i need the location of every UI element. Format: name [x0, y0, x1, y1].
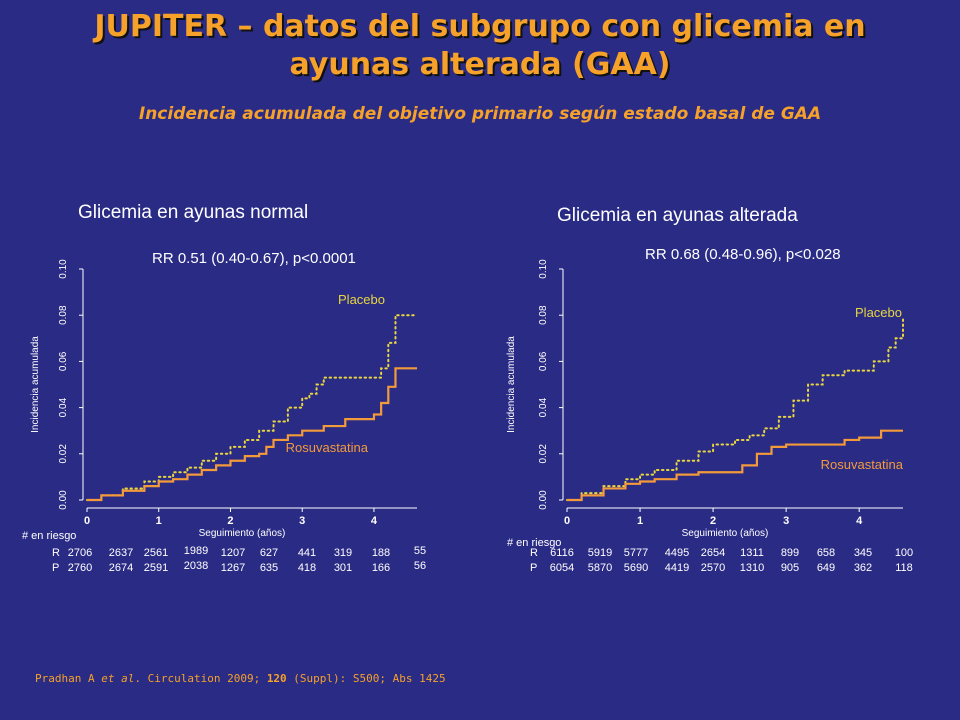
- chart-1-risk-value: 5690: [623, 562, 649, 574]
- chart-0-x-tick-label: 1: [156, 515, 162, 527]
- chart-1-risk-value: 4419: [664, 562, 690, 574]
- chart-1-risk-value: 658: [816, 547, 836, 559]
- chart-1-risk-row-label: P: [530, 562, 538, 574]
- chart-1-series-rosuvastatina: [567, 429, 903, 502]
- chart-0-x-tick-label: 3: [299, 515, 305, 527]
- chart-1-risk-value: 5777: [623, 547, 649, 559]
- chart-0-risk-header: # en riesgo: [22, 530, 77, 542]
- chart-0-risk-value: 2760: [67, 562, 93, 574]
- chart-1-risk-value: 649: [816, 562, 836, 574]
- chart-0-series-placebo: [86, 314, 418, 501]
- chart-0-y-tick-label: 0.06: [58, 351, 69, 371]
- chart-1-risk-value: 2654: [700, 547, 726, 559]
- right-panel-title: Glicemia en ayunas alterada: [557, 205, 798, 226]
- chart-1-y-tick-label: 0.10: [538, 259, 549, 279]
- chart-1-x-tick-label: 2: [710, 515, 716, 527]
- chart-1-risk-value: 100: [894, 547, 914, 559]
- chart-0-risk-value: 2674: [108, 562, 134, 574]
- chart-1-risk-value: 118: [895, 562, 913, 574]
- chart-0-y-tick-label: 0.08: [58, 305, 69, 325]
- chart-0-risk-value: 188: [371, 547, 391, 559]
- chart-1-risk-header: # en riesgo: [507, 537, 562, 549]
- chart-1-series-placebo: [566, 316, 904, 501]
- chart-0-risk-value: 55: [413, 545, 427, 557]
- chart-0-x-axis-label: Seguimiento (años): [199, 528, 286, 539]
- chart-1-risk-value: 899: [780, 547, 800, 559]
- chart-1-y-axis-label: Incidencia acumulada: [506, 336, 517, 433]
- chart-0-risk-value: 1207: [220, 547, 246, 559]
- slide-title-line-1: JUPITER – datos del subgrupo con glicemi…: [94, 9, 866, 44]
- chart-0-risk-value: 441: [297, 547, 317, 559]
- chart-0-risk-value: 2591: [143, 562, 169, 574]
- chart-1-risk-value: 5919: [587, 547, 613, 559]
- chart-1-x-tick-label: 0: [564, 515, 570, 527]
- chart-0-risk-value: 319: [333, 547, 353, 559]
- citation-suffix: (Suppl): S500; Abs 1425: [286, 672, 446, 685]
- chart-1-risk-value: 905: [780, 562, 800, 574]
- chart-0-y-axis-label: Incidencia acumulada: [30, 336, 41, 433]
- citation-prefix: Pradhan A: [35, 672, 102, 685]
- chart-1-x-tick-label: 1: [637, 515, 643, 527]
- chart-0-risk-value: 166: [371, 562, 391, 574]
- citation-etal: et al: [101, 672, 135, 685]
- chart-1-risk-value: 362: [853, 562, 873, 574]
- chart-0-risk-row-label: R: [52, 547, 60, 559]
- chart-1-legend-placebo: Placebo: [855, 305, 902, 320]
- chart-1-risk-value: 5870: [587, 562, 613, 574]
- chart-0-risk-value: 2561: [143, 547, 169, 559]
- chart-0-series-rosuvastatina: [87, 367, 417, 502]
- chart-0-risk-value: 301: [333, 562, 353, 574]
- chart-0-risk-value: 627: [259, 547, 279, 559]
- chart-1-y-tick-label: 0.02: [538, 444, 549, 464]
- chart-1-risk-value: 2570: [700, 562, 726, 574]
- chart-1-risk-value: 4495: [664, 547, 690, 559]
- chart-1-y-tick-label: 0.08: [538, 305, 549, 325]
- chart-0-risk-row-label: P: [52, 562, 60, 574]
- chart-1-x-tick-label: 3: [783, 515, 789, 527]
- chart-0-risk-value: 635: [259, 562, 279, 574]
- slide-subtitle: Incidencia acumulada del objetivo primar…: [138, 104, 822, 124]
- chart-1-risk-value: 6116: [550, 547, 574, 559]
- chart-1-risk-value: 345: [853, 547, 873, 559]
- chart-1-risk-row-label: R: [530, 547, 538, 559]
- chart-0-y-tick-label: 0.00: [58, 490, 69, 510]
- chart-0-risk-value: 2706: [67, 547, 93, 559]
- chart-0-legend-placebo: Placebo: [338, 292, 385, 307]
- chart-1-legend-rosuvastatina: Rosuvastatina: [821, 457, 904, 472]
- chart-1-risk-value: 6054: [549, 562, 575, 574]
- chart-0-risk-value: 56: [413, 560, 427, 572]
- chart-0-y-tick-label: 0.04: [58, 397, 69, 417]
- chart-0-y-tick-label: 0.10: [58, 259, 69, 279]
- chart-1-risk-value: 1311: [740, 547, 764, 559]
- citation: Pradhan A et al. Circulation 2009; 120 (…: [35, 672, 446, 685]
- chart-0-risk-value: 2637: [108, 547, 134, 559]
- chart-0-legend-rosuvastatina: Rosuvastatina: [286, 440, 369, 455]
- citation-middle: . Circulation 2009;: [134, 672, 267, 685]
- chart-0-risk-value: 418: [297, 562, 317, 574]
- chart-1-x-tick-label: 4: [856, 515, 863, 527]
- chart-0-risk-value: 1989: [183, 545, 209, 557]
- chart-1-y-tick-label: 0.04: [538, 397, 549, 417]
- right-rr-annotation: RR 0.68 (0.48-0.96), p<0.028: [645, 246, 841, 263]
- chart-0-x-tick-label: 0: [84, 515, 90, 527]
- citation-volume: 120: [266, 672, 287, 685]
- chart-0-risk-value: 1267: [220, 562, 246, 574]
- slide-title-line-2: ayunas alterada (GAA): [289, 47, 671, 82]
- slide-title: JUPITER – datos del subgrupo con glicemi…: [0, 8, 960, 84]
- chart-1-y-tick-label: 0.06: [538, 351, 549, 371]
- chart-1-y-tick-label: 0.00: [538, 490, 549, 510]
- chart-0-x-tick-label: 4: [371, 515, 378, 527]
- chart-0-y-tick-label: 0.02: [58, 444, 69, 464]
- left-panel-title: Glicemia en ayunas normal: [78, 202, 309, 223]
- chart-0-x-tick-label: 2: [227, 515, 233, 527]
- chart-0-risk-value: 2038: [183, 560, 209, 572]
- chart-1-x-axis-label: Seguimiento (años): [682, 528, 769, 539]
- left-rr-annotation: RR 0.51 (0.40-0.67), p<0.0001: [152, 250, 356, 267]
- chart-1-risk-value: 1310: [739, 562, 765, 574]
